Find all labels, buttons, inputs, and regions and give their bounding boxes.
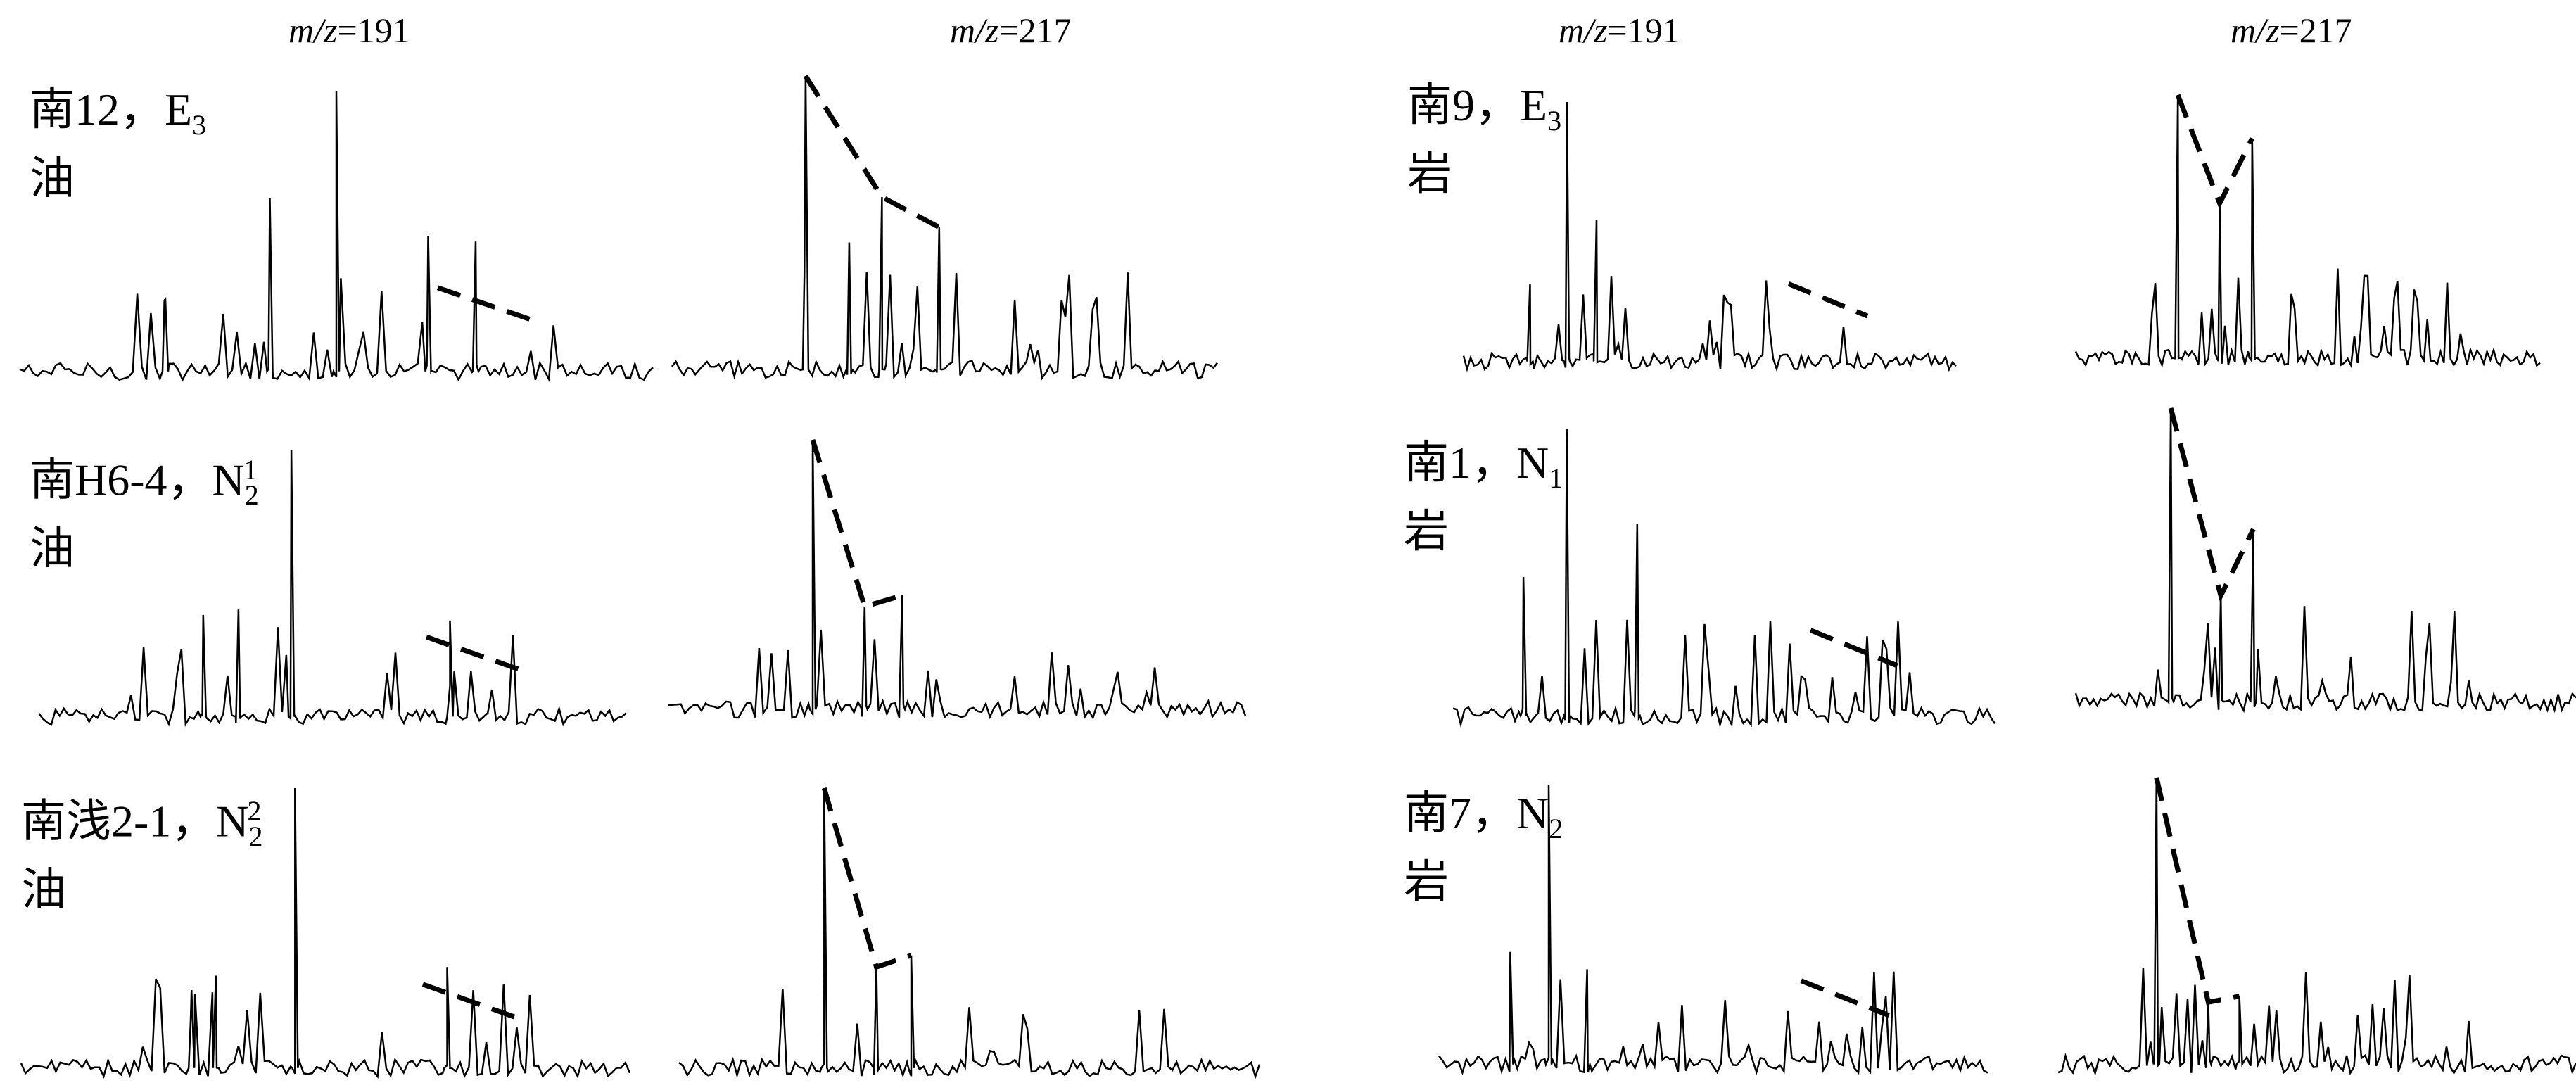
chromatogram-trace-3 <box>38 450 627 728</box>
sample-label-1: 南12，E3 油 <box>30 84 207 203</box>
chromatogram-trace-10 <box>2074 407 2576 714</box>
trend-line-6 <box>821 787 913 970</box>
col-title-2: m/z=217 <box>950 11 1072 50</box>
chromatogram-trace-7 <box>1462 101 1957 372</box>
chromatogram-trace-6 <box>678 787 1261 1079</box>
trend-line-8 <box>2175 94 2254 210</box>
chromatogram-trace-8 <box>2074 94 2541 369</box>
trend-line-2 <box>803 75 941 230</box>
col-title-3: m/z=191 <box>1559 11 1680 50</box>
trend-line-1 <box>436 285 540 325</box>
trend-line-11 <box>1800 978 1890 1018</box>
sample-label-4: 南9，E3 岩 <box>1407 80 1562 199</box>
col-title-1: m/z=191 <box>288 11 410 50</box>
chromatogram-trace-1 <box>19 91 654 383</box>
chromatogram-trace-5 <box>20 787 631 1079</box>
chromatogram-trace-4 <box>668 439 1247 720</box>
sample-label-2: 南H6-4，N21 油 <box>30 454 259 574</box>
chromatogram-trace-12 <box>2057 777 2576 1077</box>
trend-line-7 <box>1787 281 1869 319</box>
chromatogram-trace-2 <box>671 75 1218 381</box>
chromatogram-trace-9 <box>1452 429 1996 728</box>
trend-line-10 <box>2168 407 2256 603</box>
trend-line-12 <box>2154 777 2240 1006</box>
col-title-4: m/z=217 <box>2231 11 2352 50</box>
trend-line-5 <box>421 982 521 1022</box>
trend-line-9 <box>1809 628 1898 668</box>
trend-line-3 <box>425 634 521 673</box>
chromatogram-trace-11 <box>1438 784 1988 1076</box>
sample-label-6: 南7，N2 岩 <box>1404 788 1563 907</box>
sample-label-5: 南1，N1 岩 <box>1404 438 1563 557</box>
sample-label-3: 南浅2-1，N22 油 <box>21 795 263 915</box>
trend-line-4 <box>810 438 903 610</box>
